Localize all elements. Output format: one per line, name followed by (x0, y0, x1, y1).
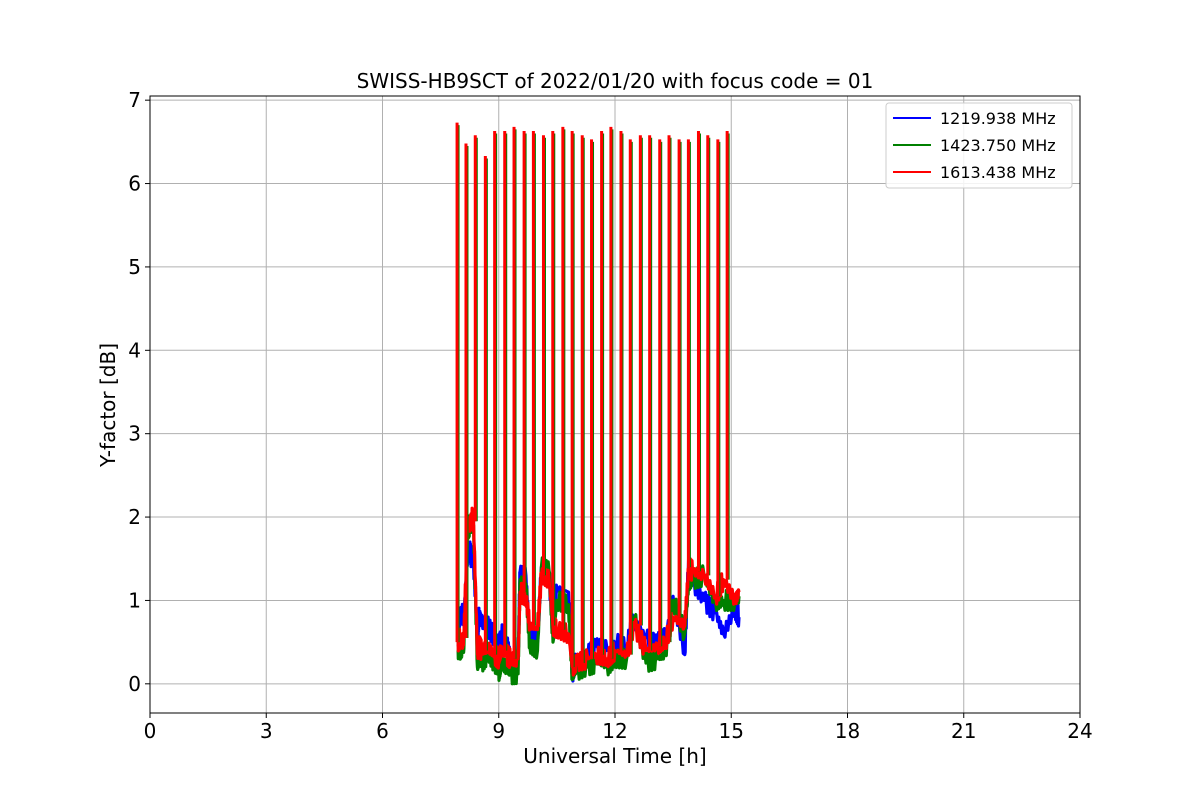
x-tick-label: 21 (951, 719, 976, 743)
y-tick-label: 2 (128, 505, 141, 529)
x-axis-ticks: 0 3 6 9 12 15 18 21 24 (144, 713, 1093, 743)
legend-label-1613: 1613.438 MHz (940, 163, 1056, 182)
y-tick-label: 7 (128, 88, 141, 112)
y-axis-label: Y-factor [dB] (96, 343, 120, 468)
x-tick-label: 3 (260, 719, 273, 743)
y-axis-ticks: 0 1 2 3 4 5 6 7 (128, 88, 150, 696)
legend: 1219.938 MHz 1423.750 MHz 1613.438 MHz (885, 102, 1073, 189)
legend-label-1423: 1423.750 MHz (940, 136, 1056, 155)
y-tick-label: 1 (128, 588, 141, 612)
plot-series (455, 122, 741, 686)
x-tick-label: 12 (602, 719, 627, 743)
y-tick-label: 5 (128, 255, 141, 279)
x-tick-label: 6 (376, 719, 389, 743)
x-tick-label: 0 (144, 719, 157, 743)
legend-box (885, 102, 1073, 189)
y-tick-label: 6 (128, 172, 141, 196)
x-tick-label: 9 (492, 719, 505, 743)
legend-label-1219: 1219.938 MHz (940, 109, 1056, 128)
y-tick-label: 0 (128, 672, 141, 696)
y-tick-label: 4 (128, 338, 141, 362)
x-tick-label: 15 (719, 719, 744, 743)
x-axis-label: Universal Time [h] (523, 744, 706, 768)
x-tick-label: 24 (1067, 719, 1092, 743)
y-tick-label: 3 (128, 422, 141, 446)
chart-title: SWISS-HB9SCT of 2022/01/20 with focus co… (357, 69, 874, 93)
x-tick-label: 18 (835, 719, 860, 743)
series-line (456, 506, 741, 677)
